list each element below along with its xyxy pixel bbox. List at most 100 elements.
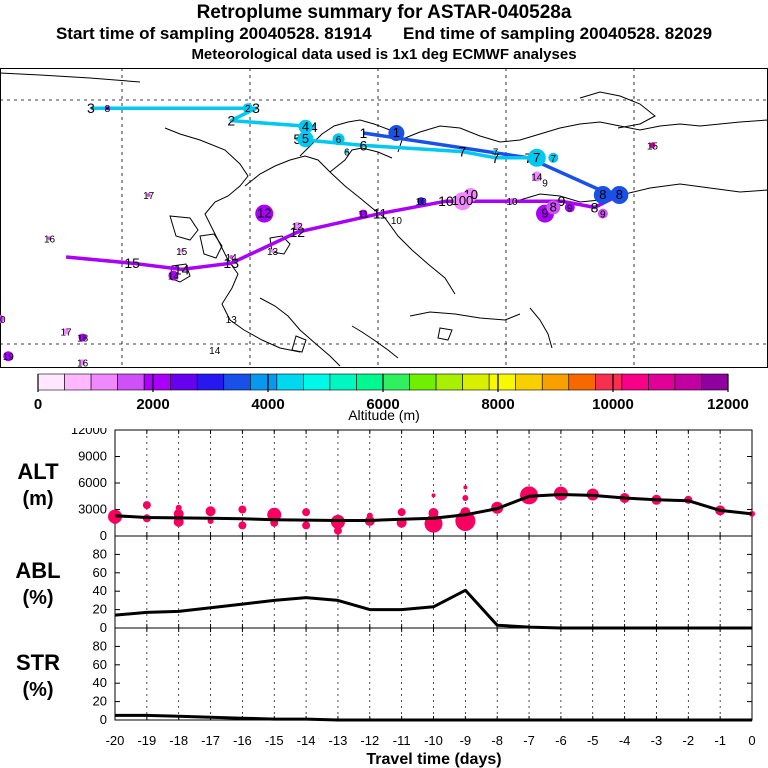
colorbar-cell bbox=[701, 373, 729, 391]
panel-unit: (m) bbox=[22, 488, 53, 510]
colorbar-cell bbox=[329, 373, 357, 391]
colorbar-cell bbox=[409, 373, 437, 391]
cluster-marker bbox=[0, 315, 4, 323]
altitude-point bbox=[431, 493, 436, 498]
cluster-marker-label: 17 bbox=[61, 327, 73, 338]
cluster-marker-label: 15 bbox=[176, 247, 188, 258]
cluster-marker bbox=[548, 152, 559, 163]
cluster-marker-label: 9 bbox=[542, 179, 548, 190]
cluster-marker bbox=[298, 119, 313, 134]
map-gridlines bbox=[0, 68, 768, 368]
cluster-marker bbox=[509, 198, 515, 205]
cluster-marker-label: 14 bbox=[531, 172, 543, 183]
colorbar-cell bbox=[568, 373, 596, 391]
y-tick-label: 40 bbox=[93, 583, 107, 598]
x-tick-label: -3 bbox=[651, 733, 663, 748]
altitude-point bbox=[397, 508, 406, 517]
x-tick-label: -20 bbox=[106, 733, 125, 748]
cluster-marker bbox=[359, 209, 368, 218]
cluster-marker bbox=[3, 351, 14, 362]
colorbar-cell bbox=[515, 373, 543, 391]
colorbar-cell bbox=[648, 373, 676, 391]
colorbar-cell bbox=[303, 373, 331, 391]
x-tick-label: -5 bbox=[587, 733, 599, 748]
series-line bbox=[115, 713, 752, 722]
cluster-marker-label: 19 bbox=[3, 352, 15, 363]
cluster-marker bbox=[388, 125, 405, 141]
y-tick-label: 0 bbox=[100, 712, 107, 727]
cluster-marker-label: 20 bbox=[0, 315, 6, 326]
cluster-marker bbox=[63, 328, 70, 335]
trajectory-day-label: 8 bbox=[591, 199, 599, 215]
cluster-marker-label: 8 bbox=[105, 104, 111, 115]
cluster-marker bbox=[344, 149, 349, 154]
x-tick-label: -19 bbox=[137, 733, 156, 748]
cluster-marker bbox=[255, 204, 274, 223]
y-tick-label: 6000 bbox=[78, 475, 107, 490]
cluster-marker-label: 5 bbox=[302, 131, 309, 146]
cluster-marker bbox=[179, 248, 184, 253]
cluster-marker-label: 18 bbox=[77, 334, 89, 345]
colorbar-tick-label: 4000 bbox=[251, 396, 284, 413]
cluster-marker-label: 9 bbox=[541, 206, 548, 221]
x-tick-label: -14 bbox=[297, 733, 316, 748]
panel-str: 0 20 40 60 80 STR (%) bbox=[16, 627, 753, 727]
altitude-point bbox=[111, 516, 119, 525]
cluster-marker bbox=[564, 202, 575, 213]
x-tick-label: -9 bbox=[460, 733, 472, 748]
trajectory-day-label: 6 bbox=[359, 137, 367, 153]
cluster-marker bbox=[417, 197, 426, 206]
y-tick-label: 80 bbox=[93, 546, 107, 561]
cluster-marker bbox=[546, 200, 561, 215]
cluster-marker bbox=[168, 270, 179, 281]
x-tick-label: -8 bbox=[491, 733, 503, 748]
colorbar-title: Altitude (m) bbox=[348, 407, 420, 423]
panel-title: ABL bbox=[15, 558, 60, 583]
colorbar-cell bbox=[674, 373, 702, 391]
y-tick-label: 60 bbox=[93, 565, 107, 580]
trajectory-day-label: 10 bbox=[438, 193, 454, 209]
x-tick-label: -16 bbox=[233, 733, 252, 748]
colorbar-cell bbox=[621, 373, 649, 391]
trajectory-day-label: 5 bbox=[293, 131, 301, 147]
x-tick-label: -13 bbox=[329, 733, 348, 748]
cluster-marker-label: 14 bbox=[168, 272, 180, 283]
panel-unit: (%) bbox=[22, 587, 53, 609]
colorbar-tick-label: 6000 bbox=[366, 396, 399, 413]
colorbar-tick-label: 0 bbox=[34, 396, 42, 413]
trajectory-day-label: 4 bbox=[310, 119, 318, 135]
cluster-marker-label: 10 bbox=[416, 197, 428, 208]
cluster-marker bbox=[105, 106, 110, 111]
sampling-times: Start time of sampling 20040528. 81914 E… bbox=[0, 24, 768, 44]
x-tick-label: 0 bbox=[748, 733, 755, 748]
colorbar-cell bbox=[276, 373, 304, 391]
map-frame bbox=[0, 68, 768, 368]
altitude-point bbox=[428, 508, 439, 519]
x-tick-label: -1 bbox=[714, 733, 726, 748]
cluster-marker bbox=[597, 208, 608, 219]
cluster-marker bbox=[229, 255, 234, 259]
panel-unit: (%) bbox=[22, 679, 53, 701]
trajectory-day-label: 7 bbox=[492, 150, 500, 166]
y-tick-label: 20 bbox=[93, 602, 107, 617]
colorbar-cell bbox=[143, 373, 171, 391]
altitude-point bbox=[142, 501, 151, 510]
colorbar-ticks: 0 2000 4000 6000 8000 10000 12000 bbox=[34, 374, 749, 413]
y-tick-label: 80 bbox=[93, 638, 107, 653]
cluster-marker-label: 12 bbox=[257, 206, 271, 221]
cluster-marker-label: 9 bbox=[600, 210, 606, 221]
trajectory-day-label: 12 bbox=[290, 224, 306, 240]
cluster-marker bbox=[47, 236, 52, 241]
colorbar-tick-label: 10000 bbox=[592, 396, 634, 413]
x-tick-label: -10 bbox=[424, 733, 443, 748]
panel-alt: 0 3000 6000 9000 12000 ALT (m) bbox=[17, 428, 755, 543]
x-tick-label: -15 bbox=[265, 733, 284, 748]
cluster-marker-label: 14 bbox=[226, 253, 238, 264]
cluster-markers: 8245661777149881516171212111010100109899… bbox=[0, 103, 658, 368]
colorbar-cell bbox=[435, 373, 463, 391]
page-title: Retroplume summary for ASTAR-040528a bbox=[196, 2, 572, 23]
y-tick-label: 60 bbox=[93, 657, 107, 672]
cluster-marker bbox=[649, 142, 656, 149]
cluster-marker-label: 8 bbox=[616, 187, 623, 202]
colorbar-cell bbox=[37, 373, 65, 391]
